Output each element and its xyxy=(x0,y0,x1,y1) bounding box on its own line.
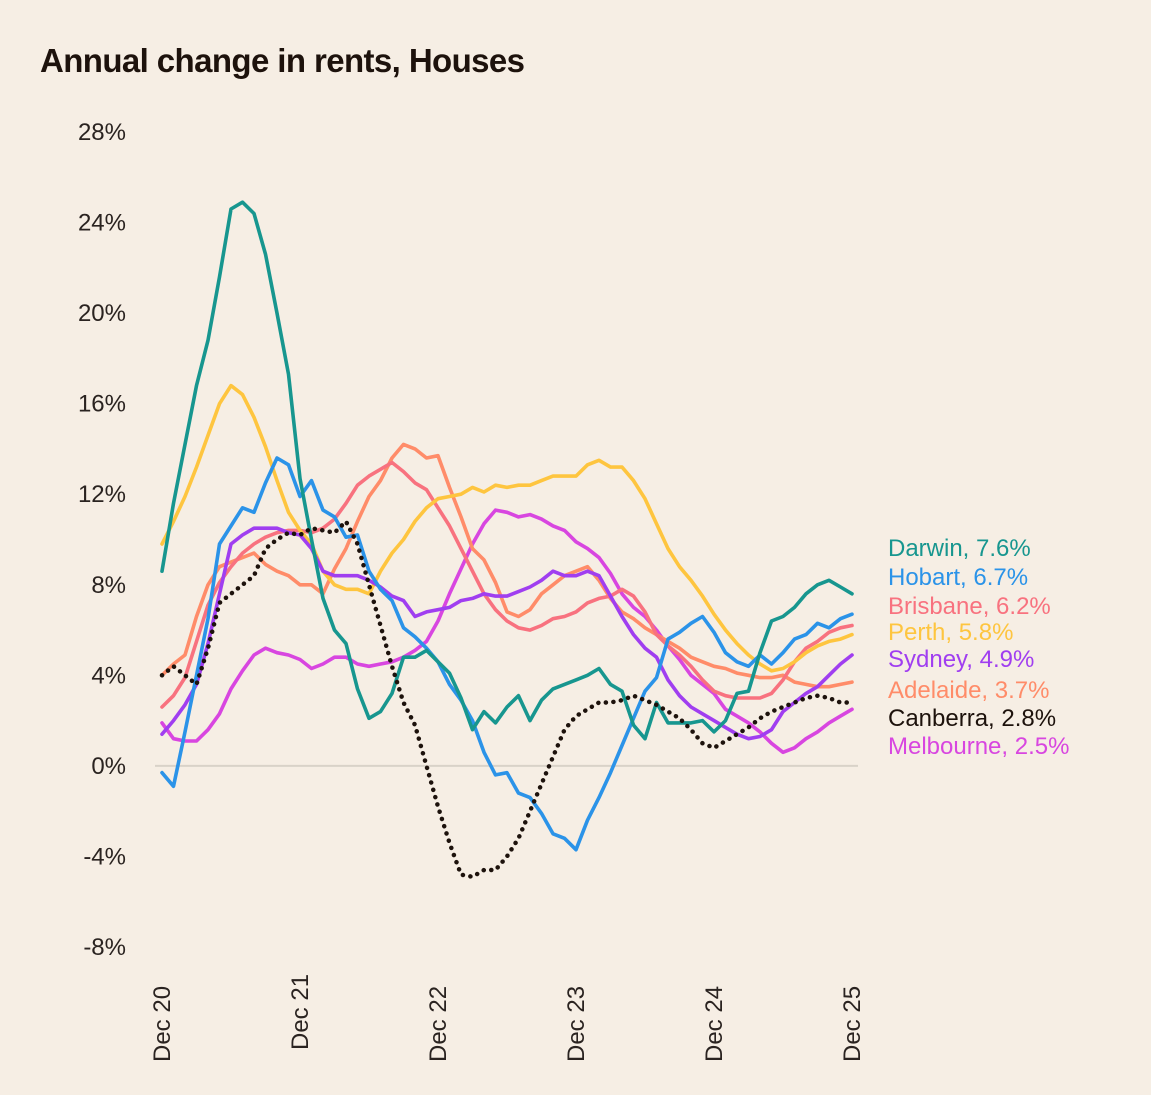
y-axis: -8% -4% 0% 4% 8% 12% 16% 20% 24% 28% xyxy=(78,119,126,961)
y-tick-label: 12% xyxy=(78,481,126,508)
y-tick-label: 8% xyxy=(91,572,126,599)
y-tick-label: 20% xyxy=(78,300,126,327)
legend-label-perth: Perth, 5.8% xyxy=(888,619,1013,646)
x-tick-label: Dec 24 xyxy=(701,986,728,1062)
x-axis: Dec 20 Dec 21 Dec 22 Dec 23 Dec 24 Dec 25 xyxy=(149,974,866,1062)
chart-title: Annual change in rents, Houses xyxy=(40,42,525,79)
y-tick-label: 28% xyxy=(78,119,126,146)
series-line-canberra xyxy=(159,519,855,880)
series-lines xyxy=(159,200,855,880)
x-tick-label: Dec 20 xyxy=(149,986,176,1062)
series-line-perth xyxy=(160,383,854,673)
series-line-melbourne xyxy=(160,508,854,755)
series-line-adelaide xyxy=(160,442,854,689)
y-tick-label: -4% xyxy=(83,843,126,870)
x-tick-label: Dec 21 xyxy=(287,974,314,1050)
x-tick-label: Dec 23 xyxy=(563,986,590,1062)
series-line-brisbane xyxy=(160,460,854,709)
legend-label-brisbane: Brisbane, 6.2% xyxy=(888,593,1051,620)
y-tick-label: 24% xyxy=(78,210,126,237)
series-line-hobart xyxy=(160,456,854,852)
y-tick-label: -8% xyxy=(83,934,126,961)
x-tick-label: Dec 22 xyxy=(425,986,452,1062)
legend-label-melbourne: Melbourne, 2.5% xyxy=(888,733,1069,760)
y-tick-label: 4% xyxy=(91,662,126,689)
legend-label-canberra: Canberra, 2.8% xyxy=(888,705,1056,732)
y-tick-label: 16% xyxy=(78,391,126,418)
legend-label-adelaide: Adelaide, 3.7% xyxy=(888,677,1049,704)
legend-label-hobart: Hobart, 6.7% xyxy=(888,564,1028,591)
legend: Darwin, 7.6%Hobart, 6.7%Brisbane, 6.2%Pe… xyxy=(888,535,1069,760)
legend-label-sydney: Sydney, 4.9% xyxy=(888,646,1034,673)
series-line-darwin xyxy=(160,200,854,741)
legend-label-darwin: Darwin, 7.6% xyxy=(888,535,1031,562)
y-tick-label: 0% xyxy=(91,753,126,780)
x-tick-label: Dec 25 xyxy=(839,986,866,1062)
